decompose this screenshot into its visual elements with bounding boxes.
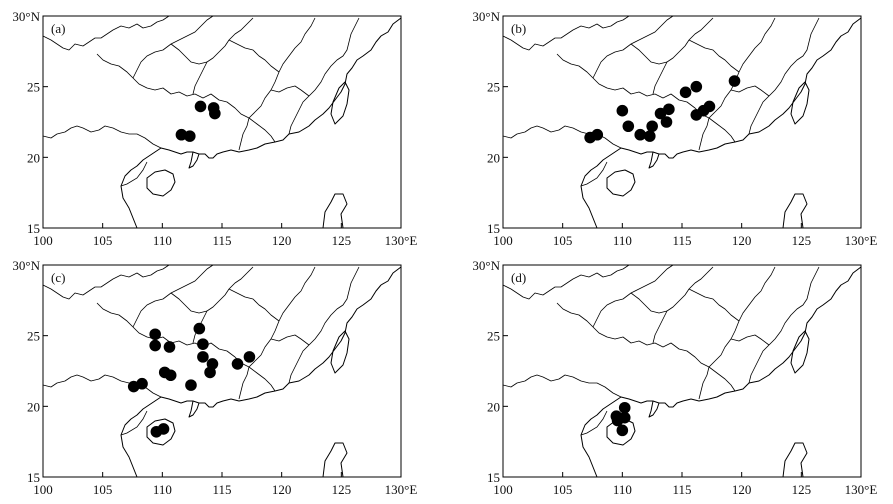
lat-tick-label: 30°N: [472, 258, 500, 273]
lat-tick-label: 30°N: [12, 258, 40, 273]
map-panel-1: 100 105 110 115 120 125 130°E 15 20 25 30°N (a): [12, 9, 417, 248]
lat-tick-label: 15: [487, 221, 500, 236]
station-marker: [136, 377, 148, 390]
station-marker: [663, 103, 675, 116]
panel-label: (d): [511, 270, 526, 285]
station-marker: [149, 339, 161, 352]
station-marker: [646, 120, 658, 133]
lon-tick-label: 130°E: [845, 482, 878, 497]
station-marker: [634, 128, 647, 141]
station-marker: [618, 401, 631, 414]
lon-tick-label: 105: [93, 233, 113, 248]
lat-tick-label: 20: [27, 150, 40, 165]
station-marker: [204, 366, 216, 379]
lon-tick-label: 125: [792, 482, 812, 497]
lon-tick-label: 110: [613, 482, 632, 497]
lat-tick-label: 20: [27, 399, 40, 414]
station-marker: [183, 130, 196, 142]
basemap: [42, 15, 402, 229]
lat-tick-label: 20: [487, 150, 500, 165]
station-marker: [690, 80, 703, 93]
lon-tick-label: 100: [493, 482, 513, 497]
station-marker: [728, 75, 741, 87]
station-marker: [193, 322, 206, 335]
lon-tick-label: 100: [33, 482, 53, 497]
lat-tick-label: 25: [487, 329, 500, 344]
station-marker: [591, 128, 604, 141]
lon-tick-label: 130°E: [385, 233, 418, 248]
panel-label: (b): [511, 21, 526, 36]
lon-tick-label: 120: [732, 233, 752, 248]
lon-tick-label: 125: [332, 482, 352, 497]
lat-tick-label: 25: [27, 80, 40, 95]
lon-tick-label: 110: [153, 482, 172, 497]
lat-tick-label: 25: [27, 329, 40, 344]
station-marker: [194, 100, 207, 113]
lat-tick-label: 20: [487, 399, 500, 414]
station-marker: [197, 351, 209, 363]
lon-tick-label: 125: [792, 233, 812, 248]
basemap: [42, 264, 402, 478]
map-panel-4: 100 105 110 115 120 125 130°E 15 20 25 30°N (d): [472, 258, 877, 497]
station-marker: [679, 86, 692, 99]
lon-tick-label: 100: [493, 233, 513, 248]
lon-tick-label: 105: [553, 482, 573, 497]
lon-tick-label: 100: [33, 233, 53, 248]
station-marker: [163, 341, 176, 353]
station-marker: [197, 338, 209, 350]
station-marker: [643, 130, 656, 142]
station-marker: [618, 411, 631, 424]
station-marker: [209, 107, 221, 120]
station-marker: [703, 100, 716, 113]
map-panel-3: 100 105 110 115 120 125 130°E 15 20 25 30°N (c): [12, 258, 417, 497]
lon-tick-label: 115: [212, 482, 231, 497]
basemap: [502, 264, 862, 478]
lat-tick-label: 15: [27, 470, 40, 485]
lon-tick-label: 120: [272, 482, 292, 497]
station-marker: [185, 379, 197, 391]
panel-label: (c): [51, 270, 65, 285]
map-panel-2: 100 105 110 115 120 125 130°E 15 20 25 30°N (b): [472, 9, 877, 248]
lon-tick-label: 115: [672, 482, 691, 497]
lon-tick-label: 130°E: [845, 233, 878, 248]
station-marker: [231, 358, 244, 370]
station-marker: [616, 424, 629, 437]
station-marker: [616, 104, 629, 117]
lon-tick-label: 120: [732, 482, 752, 497]
lon-tick-label: 130°E: [385, 482, 418, 497]
lon-tick-label: 115: [672, 233, 691, 248]
station-marker: [149, 328, 161, 341]
lon-tick-label: 105: [553, 233, 573, 248]
lat-tick-label: 25: [487, 80, 500, 95]
lon-tick-label: 105: [93, 482, 113, 497]
panel-label: (a): [51, 21, 65, 36]
lat-tick-label: 15: [487, 470, 500, 485]
lon-tick-label: 110: [613, 233, 632, 248]
lon-tick-label: 120: [272, 233, 292, 248]
station-marker: [243, 351, 256, 363]
lat-tick-label: 30°N: [12, 9, 40, 24]
basemap: [502, 15, 862, 229]
station-marker: [622, 120, 635, 133]
lat-tick-label: 30°N: [472, 9, 500, 24]
lon-tick-label: 110: [153, 233, 172, 248]
lon-tick-label: 125: [332, 233, 352, 248]
station-marker: [660, 116, 673, 128]
station-marker: [164, 369, 177, 382]
station-marker: [157, 423, 170, 435]
lon-tick-label: 115: [212, 233, 231, 248]
lat-tick-label: 15: [27, 221, 40, 236]
